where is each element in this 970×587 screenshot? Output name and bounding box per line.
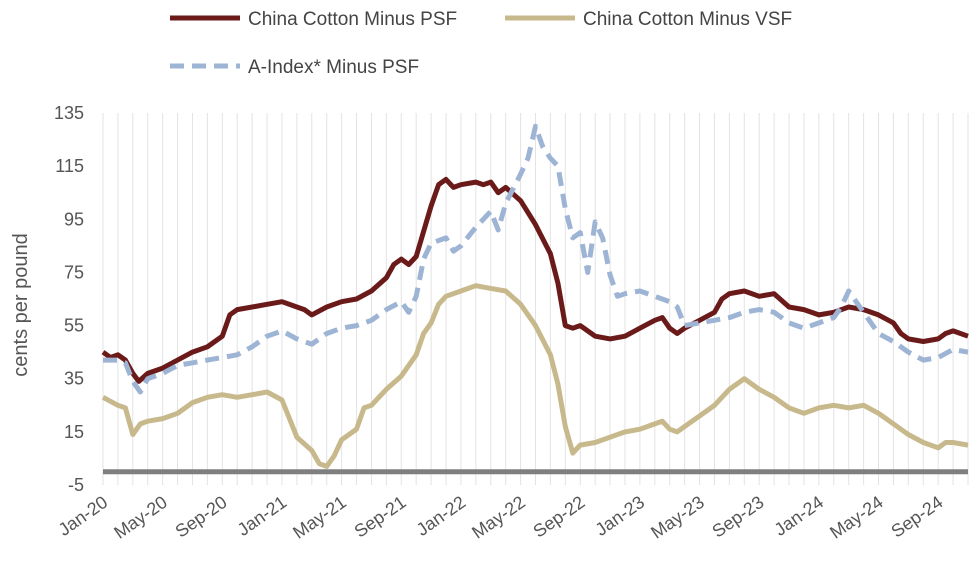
y-tick-label: 115 <box>55 156 84 176</box>
y-tick-label: 55 <box>64 316 84 336</box>
x-tick-label: Jan-22 <box>413 492 470 540</box>
x-tick-label: Jan-24 <box>771 492 828 540</box>
legend-label-0: China Cotton Minus PSF <box>248 9 457 30</box>
x-tick-label: Jan-23 <box>592 492 649 540</box>
x-tick-label: May-20 <box>110 492 171 543</box>
x-tick-label: Sep-21 <box>351 492 410 542</box>
x-axis-ticks: Jan-20 May-20 Sep-20 Jan-21 May-21 Sep-21 Jan-… <box>55 492 947 543</box>
y-tick-label: 95 <box>64 209 84 229</box>
y-axis-ticks: 135 115 95 75 55 35 15 -5 <box>54 103 84 495</box>
series-line-0 <box>101 176 969 384</box>
legend-label-2: A-Index* Minus PSF <box>248 57 419 78</box>
y-tick-label: 135 <box>54 103 84 123</box>
legend: China Cotton Minus PSF China Cotton Minus… <box>170 9 792 78</box>
series-line-1 <box>101 283 969 469</box>
y-tick-label: 75 <box>64 262 84 282</box>
y-tick-label: 15 <box>64 422 84 442</box>
y-tick-label: 35 <box>64 369 84 389</box>
x-tick-label: May-24 <box>826 492 887 543</box>
x-tick-label: May-22 <box>468 492 529 543</box>
series-line-2 <box>103 123 969 395</box>
y-tick-label: -5 <box>68 475 84 495</box>
x-tick-label: Jan-20 <box>55 492 112 540</box>
x-tick-label: Jan-21 <box>234 492 291 540</box>
x-tick-label: May-23 <box>647 492 708 543</box>
x-tick-label: May-21 <box>289 492 350 543</box>
x-tick-label: Sep-23 <box>708 492 767 542</box>
x-tick-label: Sep-20 <box>172 492 231 542</box>
legend-label-1: China Cotton Minus VSF <box>583 9 792 30</box>
x-tick-label: Sep-22 <box>530 492 589 542</box>
grid <box>102 113 969 485</box>
y-axis-label: cents per pound <box>10 233 32 376</box>
x-tick-label: Sep-24 <box>887 492 946 542</box>
series-group <box>101 123 969 469</box>
